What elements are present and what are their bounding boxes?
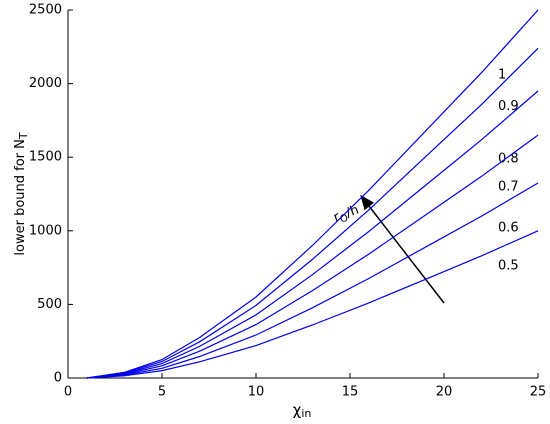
y-tick-label: 2500: [29, 3, 62, 18]
series-line: [86, 90, 539, 379]
x-tick-label: 10: [248, 385, 265, 400]
series-label: 1: [498, 68, 506, 83]
series-line: [86, 9, 539, 379]
x-tick-label: 20: [436, 385, 453, 400]
x-tick-label: 0: [64, 385, 72, 400]
series-line: [86, 134, 539, 379]
y-tick-label: 1000: [29, 223, 62, 238]
x-tick-label: 15: [342, 385, 359, 400]
annotation-arrow: [360, 194, 445, 304]
x-tick-label: 5: [158, 385, 166, 400]
x-tick-label: 25: [530, 385, 547, 400]
series-line: [86, 182, 539, 379]
annotation-suffix: /h: [344, 202, 361, 220]
series-label: 0.7: [498, 180, 519, 195]
x-label-sub: in: [301, 407, 311, 420]
series-label: 0.9: [498, 99, 519, 114]
series-label: 0.5: [498, 258, 519, 273]
y-tick-label: 0: [54, 371, 62, 386]
series-line: [86, 47, 539, 379]
series-line: [86, 230, 539, 379]
annotation: rO/h: [331, 202, 361, 227]
y-axis-label: lower bound for NT: [13, 132, 31, 255]
series-label: 0.8: [498, 151, 519, 166]
series-label: 0.6: [498, 220, 519, 235]
annotation-text: r: [331, 209, 342, 225]
y-label-sub: T: [17, 132, 30, 140]
y-tick-label: 1500: [29, 150, 62, 165]
x-label-text: χ: [293, 401, 302, 419]
y-tick-label: 2000: [29, 76, 62, 91]
y-label-text: lower bound for N: [13, 139, 28, 255]
annotation-sub: O: [339, 212, 350, 225]
y-tick-label: 500: [37, 297, 62, 312]
x-axis-label: χin: [293, 401, 312, 421]
